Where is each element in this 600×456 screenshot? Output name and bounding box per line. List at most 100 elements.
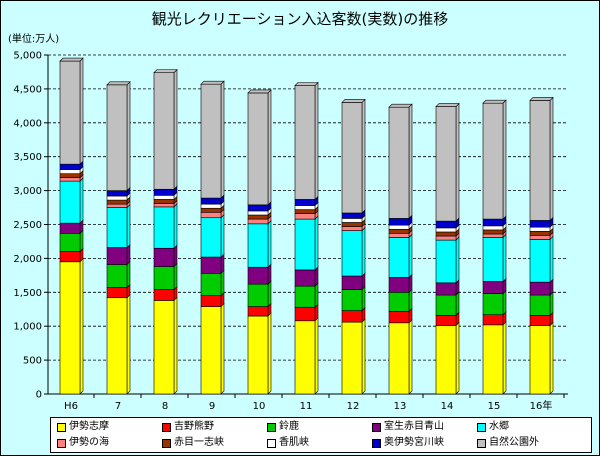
bar-segment xyxy=(435,315,457,326)
legend-label: 鈴鹿 xyxy=(279,421,299,432)
bar-segment xyxy=(294,285,316,308)
bar-segment-side xyxy=(549,291,554,317)
bar-segment xyxy=(153,188,175,196)
bar-segment-side xyxy=(173,68,178,190)
bar-segment xyxy=(59,173,81,179)
bar-segment xyxy=(106,203,128,208)
legend-label: 吉野熊野 xyxy=(174,421,214,432)
bar-segment xyxy=(482,314,504,326)
bar-segment-side xyxy=(79,258,84,395)
bar-segment xyxy=(59,233,81,252)
bar-segment-side xyxy=(314,81,319,201)
bar-segment-side xyxy=(361,226,366,277)
bar-segment xyxy=(200,273,222,296)
bar-top xyxy=(153,69,178,73)
x-tick-label: 11 xyxy=(300,401,313,412)
bar-segment xyxy=(435,235,457,241)
bar-segment-side xyxy=(173,262,178,291)
legend-label: 伊勢志摩 xyxy=(69,421,109,432)
y-tick-label: 0 xyxy=(36,390,42,401)
bar-segment-side xyxy=(408,103,413,220)
bar-segment xyxy=(435,227,457,233)
bar-segment xyxy=(388,291,410,312)
legend: 伊勢志摩 吉野熊野 鈴鹿 室生赤目青山 水郷 伊勢の海 赤目一志峡 香肌峡 奥伊勢宮川峡 自然公園… xyxy=(50,417,592,453)
x-tick-label: 7 xyxy=(115,401,121,412)
bar-segment xyxy=(247,218,269,225)
legend-label: 香肌峡 xyxy=(279,437,309,448)
bar-segment xyxy=(59,60,81,165)
bar-segment xyxy=(247,315,269,395)
legend-label: 奥伊勢宮川峡 xyxy=(384,437,444,448)
bar-segment xyxy=(106,199,128,205)
x-tick-label: 10 xyxy=(253,401,266,412)
bar-segment xyxy=(435,239,457,284)
bar-segment xyxy=(59,251,81,263)
x-tick-label: 14 xyxy=(441,401,454,412)
bar-segment-side xyxy=(267,280,272,308)
bar-segment-side xyxy=(314,215,319,271)
bar-segment xyxy=(294,85,316,200)
bar-segment xyxy=(341,275,363,290)
x-tick-label: 12 xyxy=(347,401,360,412)
bar-segment xyxy=(341,310,363,323)
legend-swatch xyxy=(162,423,171,432)
bar-segment xyxy=(247,204,269,212)
unit-label: (単位:万人) xyxy=(8,34,60,45)
bar-segment-side xyxy=(455,291,460,317)
legend-swatch xyxy=(372,439,381,448)
bar-segment-side xyxy=(126,81,131,192)
bar-segment-side xyxy=(502,99,507,220)
bar-segment xyxy=(59,180,81,224)
bar-segment xyxy=(294,213,316,220)
bar-segment xyxy=(294,209,316,214)
y-tick-label: 1,000 xyxy=(13,322,42,333)
y-tick-label: 1,500 xyxy=(13,288,42,299)
bar-segment xyxy=(106,287,128,299)
bar-segment-side xyxy=(126,243,131,266)
bar-segment-side xyxy=(549,321,554,395)
bar-top xyxy=(106,81,131,86)
bar-segment xyxy=(388,224,410,230)
bar-segment-side xyxy=(220,269,225,297)
bar-segment xyxy=(294,320,316,395)
legend-swatch xyxy=(57,439,66,448)
bar-segment xyxy=(388,228,410,234)
legend-label: 室生赤目青山 xyxy=(384,421,444,432)
bar-segment xyxy=(59,222,81,234)
x-tick-label: 15 xyxy=(488,401,501,412)
bar-segment-side xyxy=(173,296,178,395)
bar-segment-side xyxy=(455,102,460,222)
bar-top xyxy=(247,89,272,94)
bar-segment xyxy=(341,102,363,214)
bar-segment xyxy=(294,199,316,206)
bar-segment xyxy=(153,203,175,208)
bar-segment xyxy=(153,206,175,249)
bar-segment-side xyxy=(361,98,366,214)
bar-segment-side xyxy=(408,233,413,279)
y-tick-label: 4,000 xyxy=(13,118,42,129)
bar-segment xyxy=(388,218,410,226)
bar-segment xyxy=(341,218,363,223)
bar-segment xyxy=(153,247,175,267)
bar-segment-side xyxy=(79,57,84,165)
bar-segment-side xyxy=(314,282,319,308)
bar-segment-side xyxy=(267,220,272,268)
bar-segment xyxy=(294,218,316,271)
bar-segment xyxy=(482,281,504,294)
bar-segment xyxy=(153,289,175,301)
bar-segment xyxy=(529,239,551,283)
legend-swatch xyxy=(267,423,276,432)
x-tick-label: 8 xyxy=(162,401,168,412)
bar-segment xyxy=(529,281,551,296)
bar-segment xyxy=(200,295,222,307)
bar-top xyxy=(200,80,225,85)
bar-segment-side xyxy=(549,96,554,222)
legend-label: 伊勢の海 xyxy=(69,437,109,448)
bar-segment-side xyxy=(79,177,84,224)
bar-segment xyxy=(106,297,128,395)
y-tick-label: 3,500 xyxy=(13,152,42,163)
bar-segment-side xyxy=(502,289,507,316)
bar-segment xyxy=(529,325,551,395)
x-tick-label: 13 xyxy=(394,401,407,412)
